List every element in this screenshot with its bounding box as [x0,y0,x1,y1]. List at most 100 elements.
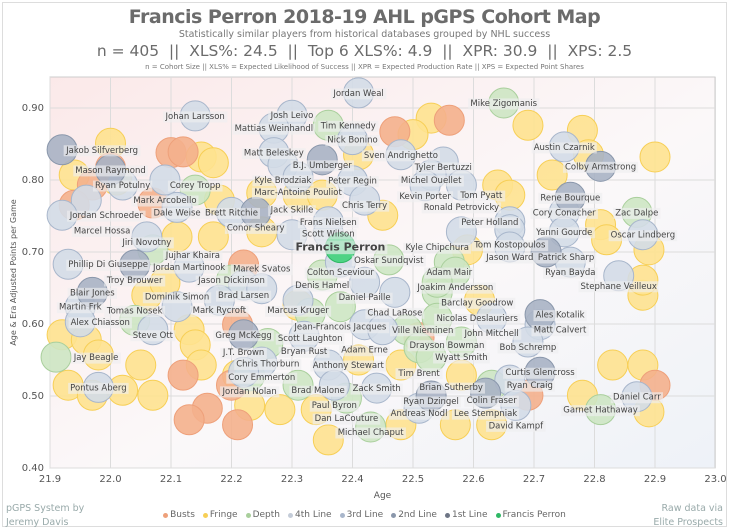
chart-title: Francis Perron 2018-19 AHL pGPS Cohort M… [128,6,601,28]
player-label: Martin Frk [59,303,102,313]
player-label: Brad Malone [291,386,344,396]
player-label: Colton Sceviour [307,268,374,278]
player-label: Colin Fraser [467,396,518,406]
player-label-bg [403,242,471,254]
player-label-bg [312,413,381,425]
player-label: Cory Emmerton [228,373,295,383]
player-label-bg [421,202,502,214]
fringe-point [512,109,544,141]
x-tick-label: 22.5 [402,474,424,485]
legend-dot-icon [391,512,397,518]
player-label: Mark Arcobello [133,196,196,206]
player-label: Tom Kostopoulos [473,241,546,251]
x-tick-label: 22.6 [462,474,484,485]
player-label: Sven Andrighetto [364,151,438,161]
player-label: Matt Calvert [534,326,587,336]
legend-label: 2nd Line [398,510,437,520]
player-label-bg [361,150,440,162]
legend-label: 3rd Line [346,510,384,520]
legend-item[interactable]: 4th Line [288,510,332,520]
player-label-bg [398,175,464,187]
player-label-bg [293,280,352,292]
player-label: Marc-Antoine Pouliot [254,188,342,198]
legend-item[interactable]: Busts [163,510,195,520]
player-label: Nick Bonino [327,136,377,146]
player-label-bg [230,264,293,276]
player-label-bg [264,305,332,317]
player-label-bg [278,346,330,358]
y-tick-label: 0.40 [22,463,44,474]
player-label-bg [538,192,603,204]
player-label-bg [220,386,280,398]
credit-source: Elite Prospects [653,517,723,528]
player-label: Rene Bourque [540,193,600,203]
player-label: Greg McKegg [215,331,271,341]
player-label-bg [336,292,393,304]
player-label: Bryan Rust [281,347,328,357]
player-label-bg [66,259,150,271]
player-label: Scott Wilson [302,229,355,239]
player-label-bg [56,302,104,314]
player-label: Kevin Porter [399,192,451,202]
player-label-bg [130,330,176,342]
legend-item[interactable]: 1st Line [444,510,488,520]
player-label: Peter Regin [328,177,377,187]
player-label: Ales Kotalik [536,311,585,321]
player-label-bg [578,281,659,293]
legend-dot-icon [495,512,501,518]
player-label: Jiri Novotny [121,238,171,248]
player-label-bg [530,207,598,219]
player-label: Tim Kennedy [320,121,376,131]
legend-item[interactable]: Francis Perron [495,510,566,520]
legend-item[interactable]: Depth [245,510,281,520]
bust-point [173,404,205,436]
credit-line: pGPS System by [6,503,85,514]
legend-item[interactable]: 3rd Line [339,510,384,520]
player-label-bg [365,307,425,319]
player-label: Wyatt Smith [435,353,488,363]
player-label: Dan LaCouture [315,414,379,424]
player-label: Brian Sutherby [419,383,483,393]
francis-perron-label: Francis Perron [295,241,385,254]
legend-item[interactable]: 2nd Line [391,510,437,520]
player-label: Yanni Gourde [535,228,592,238]
player-label-bg [340,200,390,212]
player-label-bg [497,342,559,354]
player-label: Jordan Martinook [152,263,225,273]
y-tick-label: 0.60 [22,319,44,330]
player-label-bg [309,400,359,412]
player-label-bg [531,142,597,154]
player-label-bg [252,175,314,187]
player-label-bg [561,405,640,417]
player-label: Chris Thorburn [236,359,299,369]
player-label-bg [268,205,316,217]
player-label: Oscar Lindberg [611,231,675,241]
bust-point [167,136,199,168]
player-label: J.T. Brown [222,348,264,358]
x-tick-label: 22.4 [341,474,363,485]
player-label: Chris Terry [342,201,387,211]
player-label: Conor Sheary [227,223,285,233]
player-label: Jack Skille [270,206,314,216]
player-label: Dale Weise [153,208,200,218]
player-label-bg [439,297,516,309]
player-label: Ryan Potulny [95,181,150,191]
player-label: Nicolas Deslauriers [436,314,518,324]
x-tick-label: 22.1 [160,474,182,485]
player-label-bg [293,240,388,255]
player-label-bg [434,313,521,325]
player-label: Kyle Brodziak [254,176,311,186]
legend-dot-icon [288,512,294,518]
player-label-bg [351,255,426,267]
player-label-bg [608,230,678,242]
player-label: Drayson Bowman [410,341,485,351]
player-label-bg [291,322,390,334]
player-label-bg [468,98,540,110]
x-tick-label: 22.8 [583,474,605,485]
legend-item[interactable]: Fringe [202,510,238,520]
x-tick-label: 22.2 [220,474,242,485]
player-label-bg [119,237,174,249]
player-label-bg [486,420,546,432]
player-label: Tomas Nosek [106,306,163,316]
legend-label: Depth [252,510,281,520]
